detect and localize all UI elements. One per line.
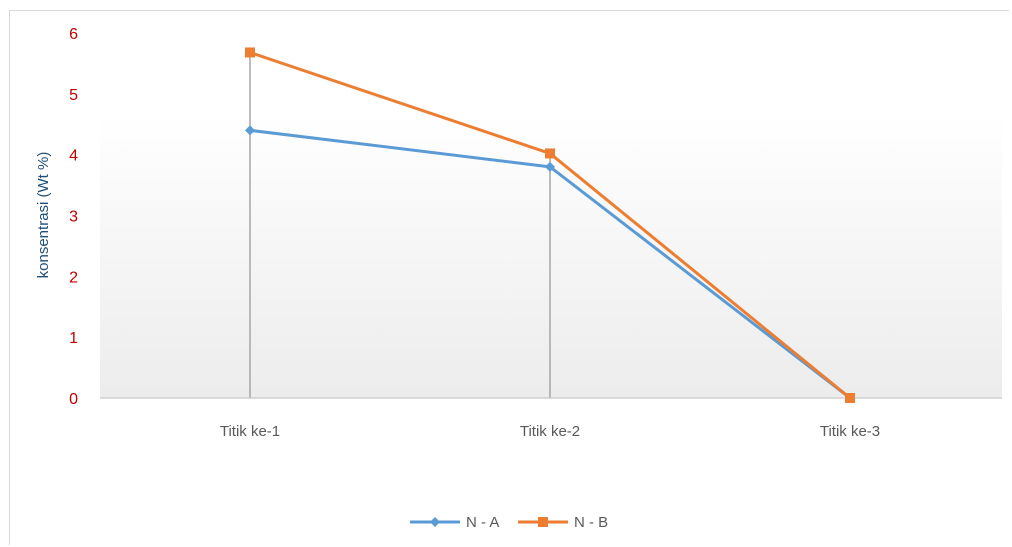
y-axis-label: konsentrasi (Wt %) bbox=[35, 152, 52, 279]
y-tick-labels: 0 1 2 3 4 5 6 bbox=[69, 26, 78, 408]
x-tick-label: Titik ke-2 bbox=[520, 423, 580, 440]
y-tick-label: 1 bbox=[69, 330, 78, 347]
y-tick-label: 5 bbox=[69, 87, 78, 104]
data-point-n-b bbox=[545, 148, 555, 159]
drop-lines bbox=[249, 52, 551, 398]
legend-marker bbox=[430, 517, 440, 527]
x-tick-labels: Titik ke-1 Titik ke-2 Titik ke-3 bbox=[220, 423, 880, 440]
y-tick-label: 0 bbox=[69, 391, 78, 408]
legend-label: N - B bbox=[574, 514, 608, 531]
y-tick-label: 3 bbox=[69, 209, 78, 226]
data-point-n-a bbox=[545, 161, 555, 172]
y-tick-label: 4 bbox=[69, 148, 78, 165]
y-tick-label: 6 bbox=[69, 26, 78, 43]
data-point-n-b bbox=[245, 47, 255, 58]
y-tick-label: 2 bbox=[69, 269, 78, 286]
legend-marker bbox=[538, 517, 548, 527]
x-tick-label: Titik ke-1 bbox=[220, 423, 280, 440]
legend-label: N - A bbox=[466, 514, 499, 531]
data-point-n-b bbox=[845, 393, 855, 403]
series-group bbox=[245, 47, 855, 403]
x-tick-label: Titik ke-3 bbox=[820, 423, 880, 440]
data-point-n-a bbox=[245, 125, 255, 136]
chart-frame bbox=[9, 10, 1009, 545]
